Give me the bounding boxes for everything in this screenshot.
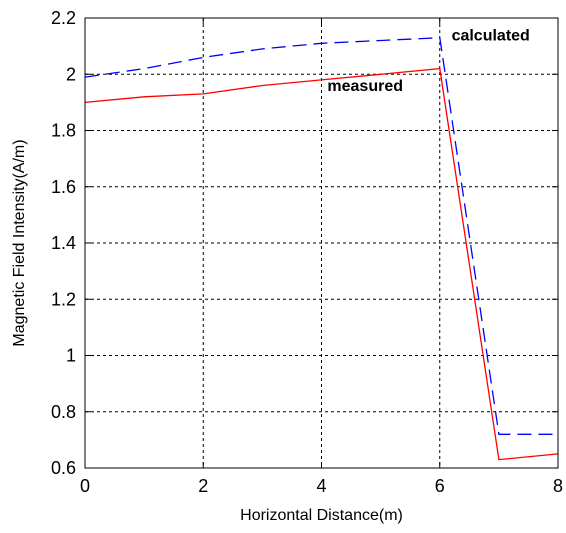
grid-lines bbox=[85, 18, 558, 468]
annotation-measured: measured bbox=[327, 78, 403, 95]
x-tick-label: 6 bbox=[435, 476, 445, 496]
y-tick-label: 1.2 bbox=[51, 289, 76, 309]
y-tick-label: 1.6 bbox=[51, 177, 76, 197]
axis-ticks: 0 2 4 6 8 0.6 0.8 1 1.2 1.4 1.6 1.8 2 2.2 bbox=[51, 8, 563, 496]
annotation-calculated: calculated bbox=[452, 28, 530, 45]
series-line-calculated bbox=[84, 37, 558, 435]
y-tick-label: 1 bbox=[66, 346, 76, 366]
y-tick-label: 2 bbox=[66, 64, 76, 84]
x-tick-label: 0 bbox=[80, 476, 90, 496]
annotations: calculated measured bbox=[327, 28, 529, 96]
y-axis-label: Magnetic Field Intensity(A/m) bbox=[11, 139, 28, 346]
series-line-measured bbox=[84, 67, 559, 461]
x-tick-label: 2 bbox=[198, 476, 208, 496]
y-tick-label: 1.8 bbox=[51, 121, 76, 141]
data-series bbox=[84, 37, 559, 461]
y-tick-label: 2.2 bbox=[51, 8, 76, 28]
y-tick-label: 0.6 bbox=[51, 458, 76, 478]
x-tick-label: 4 bbox=[316, 476, 326, 496]
x-tick-label: 8 bbox=[553, 476, 563, 496]
x-axis-label: Horizontal Distance(m) bbox=[240, 507, 403, 524]
y-tick-label: 0.8 bbox=[51, 402, 76, 422]
y-tick-label: 1.4 bbox=[51, 233, 76, 253]
